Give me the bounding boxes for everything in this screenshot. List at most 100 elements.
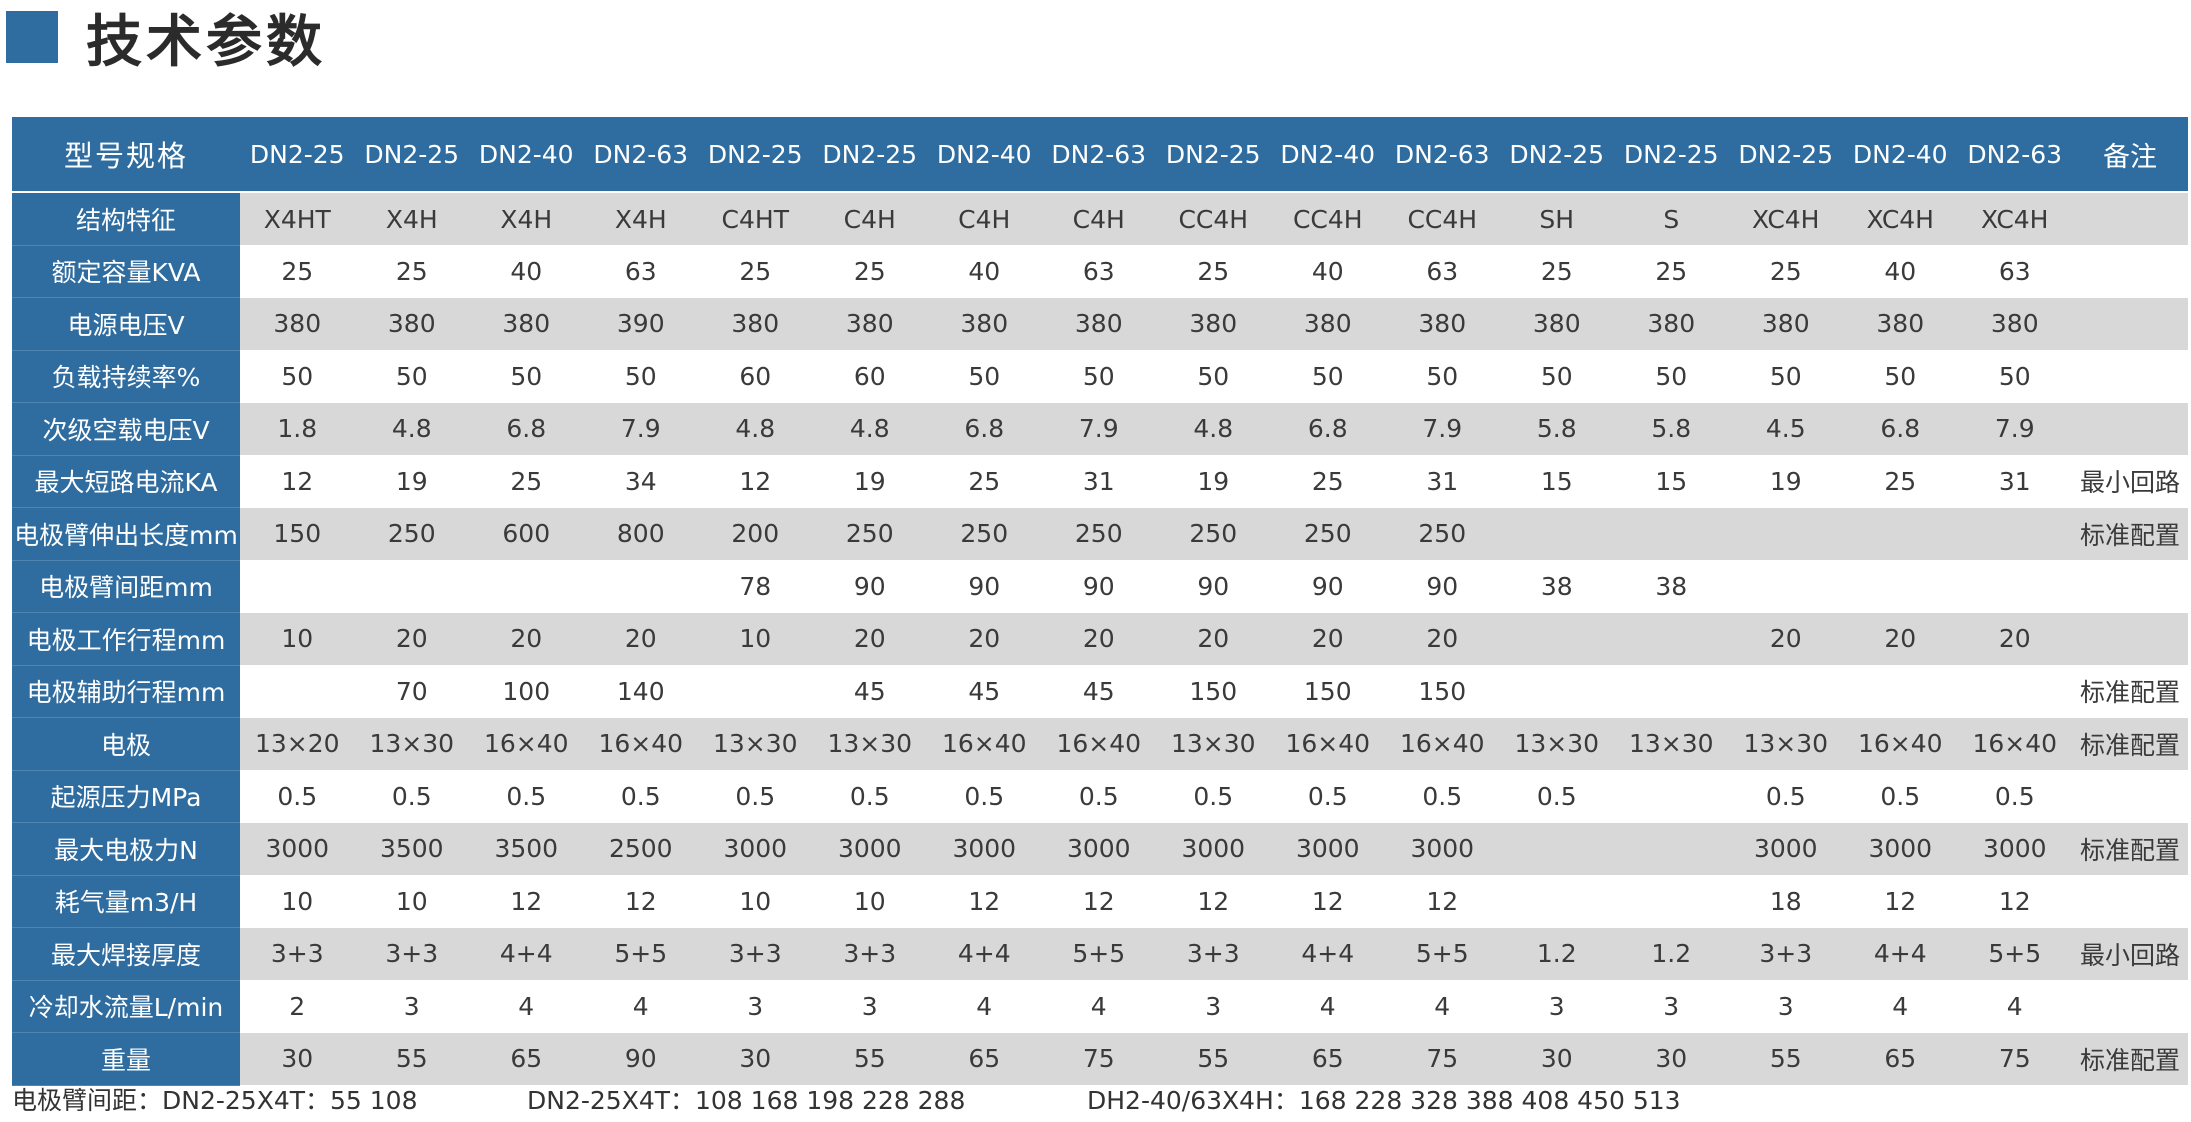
table-cell: 13×30 [1614, 717, 1729, 770]
table-cell: 3+3 [1728, 927, 1843, 980]
table-cell [584, 560, 699, 613]
row-note [2072, 297, 2188, 350]
table-cell: 50 [1655, 361, 1688, 391]
table-cell: 12 [281, 466, 314, 496]
table-cell: 50 [395, 361, 428, 391]
table-cell: 4+4 [1843, 927, 1958, 980]
table-cell: 16×40 [1843, 717, 1958, 770]
table-row: 结构特征 X4HT X4H X4H X4H C4HT C4H C4H C4H CC4H CC4H CC… [12, 192, 2188, 246]
table-cell: 4.8 [812, 402, 927, 455]
table-cell: 3000 [927, 822, 1042, 875]
table-cell: 55 [1728, 1032, 1843, 1085]
spec-table: 型号规格 DN2-25 DN2-25 DN2-40 DN2-63 DN2-25 DN2-25… [12, 117, 2188, 1086]
table-cell [1614, 770, 1729, 823]
table-cell: XC4H [1843, 192, 1958, 245]
table-cell [240, 665, 355, 718]
table-cell: 0.5 [506, 781, 547, 811]
table-cell: 20 [1385, 612, 1500, 665]
table-cell: CC4H [1156, 192, 1271, 245]
model-header: DN2-40 [1843, 117, 1958, 193]
table-cell: 40 [1311, 256, 1344, 286]
table-cell: 40 [510, 256, 543, 286]
model-header: DN2-40 [1270, 117, 1385, 193]
row-label: 耗气量m3/H [12, 875, 240, 928]
table-cell: 25 [1540, 256, 1573, 286]
table-cell [1614, 612, 1729, 665]
table-cell: 50 [1998, 361, 2031, 391]
table-cell: 25 [1884, 466, 1917, 496]
table-cell: 25 [510, 466, 543, 496]
table-cell: 65 [927, 1032, 1042, 1085]
table-cell [1957, 507, 2072, 560]
table-cell: 0.5 [1307, 781, 1348, 811]
table-cell: 63 [624, 256, 657, 286]
table-cell: 6.8 [469, 402, 584, 455]
row-label: 最大电极力N [12, 822, 240, 876]
table-cell: 13×30 [1156, 717, 1271, 770]
table-cell: 30 [240, 1032, 355, 1085]
table-cell: 10 [281, 886, 314, 916]
table-cell: 5+5 [583, 927, 698, 980]
table-cell: 1.8 [240, 402, 355, 455]
row-label: 冷却水流量L/min [12, 980, 240, 1033]
table-cell: 380 [1728, 297, 1843, 350]
model-header: DN2-25 [1156, 117, 1271, 193]
table-row: 电极臂伸出长度mm 150 250 600 800 200 250 250 250 250 250 2… [12, 507, 2188, 561]
table-cell: 50 [1426, 361, 1459, 391]
table-cell: XC4H [1728, 192, 1843, 245]
footer-note-seg2: DN2-25X4T：108 168 198 228 288 [527, 1086, 966, 1115]
table-cell: 38 [1655, 571, 1688, 601]
table-cell: 4 [2006, 991, 2023, 1021]
table-cell: 380 [1041, 297, 1156, 350]
row-note [2072, 560, 2188, 613]
table-cell: 19 [1197, 466, 1230, 496]
table-cell: X4H [354, 192, 469, 245]
row-note: 标准配置 [2072, 507, 2188, 560]
model-header: DN2-25 [354, 117, 469, 193]
section-title: 技术参数 [0, 2, 600, 75]
table-cell: 16×40 [583, 717, 698, 770]
table-cell: 3 [861, 991, 878, 1021]
table-cell: 65 [1843, 1032, 1958, 1085]
table-cell: 0.5 [1765, 781, 1806, 811]
table-cell: 45 [853, 676, 886, 706]
table-cell: 380 [812, 297, 927, 350]
table-cell [1843, 507, 1958, 560]
table-row: 电极辅助行程mm 70 100 140 45 45 45 150 150 150 标准配置 [12, 665, 2188, 718]
table-cell: 380 [1957, 297, 2072, 350]
table-cell: 380 [1385, 297, 1500, 350]
table-cell: 50 [1197, 361, 1230, 391]
table-cell [1843, 665, 1958, 718]
table-cell: 3 [1205, 991, 1222, 1021]
model-header: DN2-25 [698, 117, 813, 193]
table-cell: 25 [853, 256, 886, 286]
row-label: 负载持续率% [12, 350, 240, 403]
table-cell: 20 [812, 612, 927, 665]
model-header: DN2-63 [1957, 117, 2072, 193]
table-cell: 50 [281, 361, 314, 391]
table-cell: 600 [469, 507, 584, 560]
table-cell: 90 [1197, 571, 1230, 601]
table-cell: 90 [1082, 571, 1115, 601]
table-cell: 55 [354, 1032, 469, 1085]
table-cell: 0.5 [1536, 781, 1577, 811]
table-row: 次级空载电压V 1.8 4.8 6.8 7.9 4.8 4.8 6.8 7.9 4.8 6.8 7.9… [12, 402, 2188, 456]
table-row: 电极 13×20 13×30 16×40 16×40 13×30 13×30 16×40 16×… [12, 717, 2188, 771]
table-cell: 90 [583, 1032, 698, 1085]
table-cell: 3 [1777, 991, 1794, 1021]
table-cell: 4.5 [1728, 402, 1843, 455]
table-cell: 16×40 [1270, 717, 1385, 770]
table-cell: 3000 [1385, 822, 1500, 875]
table-cell: 15 [1540, 466, 1573, 496]
table-cell: 55 [812, 1032, 927, 1085]
table-cell [469, 560, 584, 613]
table-cell [1728, 507, 1843, 560]
table-cell: 3+3 [698, 927, 813, 980]
table-cell: 45 [968, 676, 1001, 706]
table-cell: 20 [1156, 612, 1271, 665]
table-cell: 4.8 [1156, 402, 1271, 455]
table-cell: 90 [1426, 571, 1459, 601]
table-cell: 12 [968, 886, 1001, 916]
table-cell: 4 [1434, 991, 1451, 1021]
table-cell: 50 [624, 361, 657, 391]
